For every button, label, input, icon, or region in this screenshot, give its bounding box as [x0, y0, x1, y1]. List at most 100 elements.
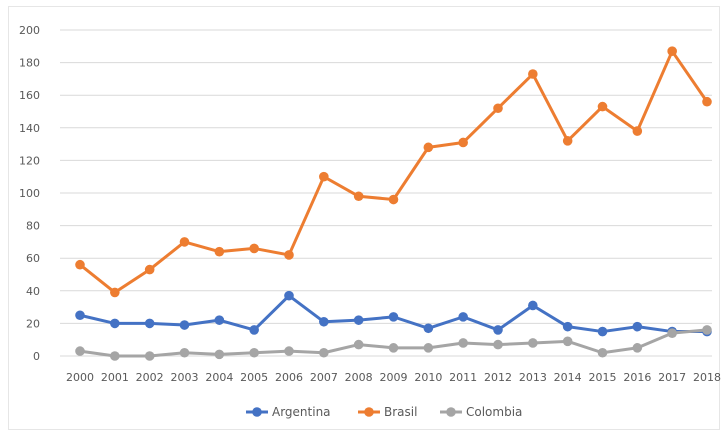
data-point: [249, 325, 259, 335]
x-tick-label: 2000: [66, 371, 94, 384]
data-point: [319, 347, 329, 358]
data-point: [284, 346, 294, 356]
legend-swatch-marker: [446, 407, 456, 417]
x-tick-label: 2008: [345, 371, 373, 384]
x-tick-label: 2002: [136, 371, 164, 384]
series-lines: [75, 46, 712, 361]
data-point: [319, 171, 329, 182]
data-point: [528, 69, 538, 79]
data-point: [388, 194, 399, 205]
data-point: [423, 142, 434, 153]
x-tick-label: 2009: [380, 371, 408, 384]
x-tick-label: 2007: [310, 371, 338, 384]
data-point: [702, 96, 712, 107]
data-point: [110, 351, 120, 361]
data-point: [353, 191, 364, 202]
x-tick-label: 2003: [171, 371, 199, 384]
data-point: [528, 300, 538, 311]
x-tick-label: 2005: [240, 371, 268, 384]
y-tick-label: 120: [19, 154, 40, 167]
chart-frame: [8, 6, 720, 430]
data-point: [493, 325, 503, 335]
x-tick-label: 2018: [693, 371, 721, 384]
data-point: [214, 246, 225, 257]
data-point: [110, 287, 120, 298]
x-tick-label: 2010: [414, 371, 442, 384]
x-tick-label: 2006: [275, 371, 303, 384]
legend-item-argentina: Argentina: [246, 405, 331, 419]
data-point: [144, 264, 155, 275]
data-point: [597, 347, 608, 358]
series-line: [79, 49, 709, 294]
x-axis-tick-labels: 2000 2001 2002 2003 2004 2005 2006 2007 2008 2009…: [66, 371, 721, 384]
y-tick-label: 80: [26, 220, 40, 233]
data-point: [667, 46, 677, 56]
data-point: [667, 328, 677, 338]
x-tick-label: 2012: [484, 371, 512, 384]
x-tick-label: 2014: [554, 371, 582, 384]
y-tick-label: 0: [33, 350, 40, 363]
y-tick-label: 100: [19, 187, 40, 200]
data-point: [632, 321, 643, 332]
y-tick-label: 180: [19, 57, 40, 70]
data-point: [388, 312, 399, 322]
y-tick-label: 140: [19, 122, 40, 135]
y-tick-label: 20: [26, 317, 40, 330]
x-tick-label: 2017: [658, 371, 686, 384]
data-point: [144, 318, 155, 329]
series-brasil: [75, 46, 712, 298]
data-point: [319, 316, 329, 327]
data-point: [458, 312, 468, 322]
legend-label: Brasil: [384, 405, 417, 419]
x-tick-label: 2001: [101, 371, 129, 384]
data-point: [493, 339, 503, 350]
legend-label: Colombia: [466, 405, 522, 419]
legend-swatch-marker: [364, 407, 374, 417]
x-tick-label: 2016: [623, 371, 651, 384]
data-point: [353, 315, 364, 325]
data-point: [562, 136, 573, 146]
legend-item-brasil: Brasil: [358, 405, 417, 419]
data-point: [702, 325, 712, 335]
gridlines: [60, 29, 712, 357]
x-tick-label: 2011: [449, 371, 477, 384]
data-point: [179, 320, 190, 330]
y-axis-tick-labels: 0 20 40 60 80 100 120 140 160 180 200: [19, 24, 40, 363]
data-point: [284, 250, 294, 260]
data-point: [75, 310, 85, 321]
x-tick-label: 2013: [519, 371, 547, 384]
data-point: [75, 259, 85, 270]
data-point: [597, 326, 608, 337]
data-point: [249, 347, 259, 358]
data-point: [144, 351, 155, 361]
data-point: [353, 339, 364, 350]
data-point: [75, 346, 85, 356]
y-tick-label: 60: [26, 252, 40, 265]
data-point: [423, 323, 434, 334]
data-point: [214, 349, 225, 360]
data-point: [388, 343, 399, 353]
data-point: [179, 237, 190, 247]
data-point: [110, 318, 120, 329]
data-point: [214, 315, 225, 325]
data-point: [632, 343, 643, 353]
legend-swatch-marker: [252, 407, 262, 417]
data-point: [493, 103, 503, 114]
data-point: [528, 338, 538, 348]
legend-item-colombia: Colombia: [440, 405, 522, 419]
data-point: [458, 137, 468, 148]
data-point: [458, 338, 468, 348]
data-point: [597, 101, 608, 112]
legend-label: Argentina: [272, 405, 331, 419]
legend: Argentina Brasil Colombia: [246, 405, 522, 419]
data-point: [562, 321, 573, 332]
y-tick-label: 40: [26, 285, 40, 298]
y-tick-label: 160: [19, 89, 40, 102]
y-tick-label: 200: [19, 24, 40, 37]
data-point: [284, 290, 294, 301]
x-tick-label: 2015: [589, 371, 617, 384]
data-point: [179, 347, 190, 358]
series-argentina: [75, 290, 712, 337]
data-point: [423, 343, 434, 353]
